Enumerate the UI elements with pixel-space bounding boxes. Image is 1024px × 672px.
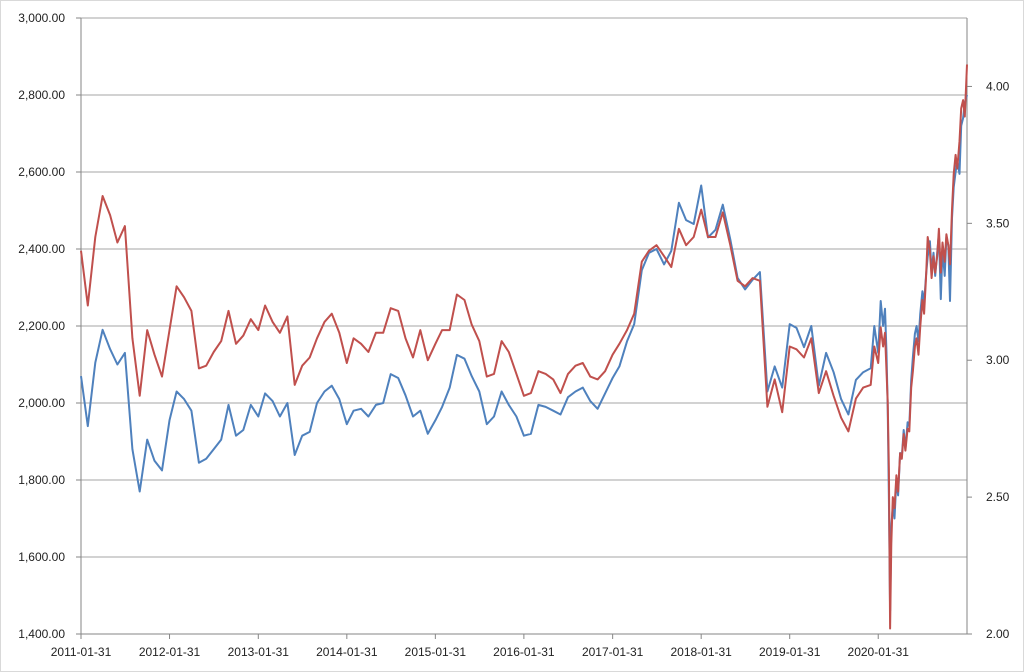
x-tick-label: 2017-01-31	[582, 645, 644, 659]
x-tick-label: 2011-01-31	[51, 645, 112, 659]
axes	[76, 17, 972, 639]
y-left-tick-label: 2,400.00	[18, 242, 65, 256]
x-tick-label: 2013-01-31	[228, 645, 290, 659]
y-right-tick-label: 3.00	[986, 353, 1010, 367]
x-tick-label: 2020-01-31	[848, 645, 910, 659]
x-tick-label: 2014-01-31	[316, 645, 378, 659]
series-line-right-axis	[80, 64, 968, 630]
tick-labels: 1,400.00 1,600.00 1,800.00 2,000.00 2,200.00…	[18, 11, 1009, 659]
y-left-tick-label: 2,800.00	[18, 88, 65, 102]
x-tick-label: 2012-01-31	[139, 645, 201, 659]
y-left-tick-label: 1,800.00	[18, 473, 65, 487]
series-lines	[80, 64, 968, 630]
x-tick-label: 2019-01-31	[759, 645, 821, 659]
y-right-tick-label: 4.00	[986, 79, 1010, 93]
y-left-tick-label: 1,400.00	[18, 627, 65, 641]
y-right-tick-label: 2.50	[986, 490, 1010, 504]
x-tick-label: 2018-01-31	[670, 645, 732, 659]
y-right-tick-label: 2.00	[986, 627, 1010, 641]
y-left-tick-label: 2,000.00	[18, 396, 65, 410]
y-right-tick-label: 3.50	[986, 216, 1010, 230]
y-left-tick-label: 1,600.00	[18, 550, 65, 564]
y-left-tick-label: 2,600.00	[18, 165, 65, 179]
y-left-tick-label: 2,200.00	[18, 319, 65, 333]
series-line-left-axis	[80, 94, 968, 612]
x-tick-label: 2015-01-31	[405, 645, 467, 659]
y-left-tick-label: 3,000.00	[18, 11, 65, 25]
x-tick-label: 2016-01-31	[493, 645, 555, 659]
gridlines	[81, 17, 967, 558]
